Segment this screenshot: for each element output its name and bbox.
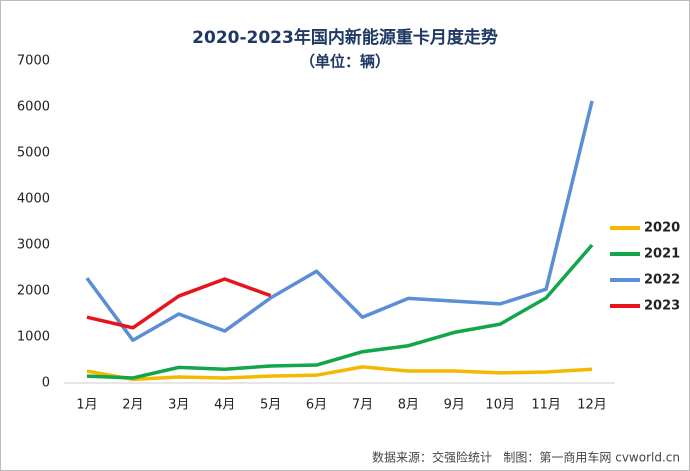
y-tick-label: 7000 bbox=[17, 54, 50, 69]
legend-label: 2021 bbox=[644, 247, 680, 262]
chart-subtitle: （单位：辆） bbox=[300, 53, 390, 71]
x-tick-label: 2月 bbox=[122, 398, 143, 413]
x-tick-label: 9月 bbox=[444, 398, 465, 413]
x-tick-label: 8月 bbox=[398, 398, 419, 413]
y-tick-label: 4000 bbox=[17, 192, 50, 207]
x-tick-label: 3月 bbox=[168, 398, 189, 413]
y-tick-label: 2000 bbox=[17, 284, 50, 299]
y-tick-label: 0 bbox=[42, 376, 50, 391]
legend-label: 2023 bbox=[644, 299, 680, 314]
chart-title: 2020-2023年国内新能源重卡月度走势 bbox=[192, 27, 498, 48]
series-line bbox=[86, 243, 594, 380]
legend-label: 2022 bbox=[644, 273, 680, 288]
y-tick-label: 3000 bbox=[17, 238, 50, 253]
x-tick-label: 7月 bbox=[352, 398, 373, 413]
y-tick-label: 1000 bbox=[17, 330, 50, 345]
series-line bbox=[85, 100, 594, 342]
x-tick-label: 10月 bbox=[485, 398, 515, 413]
x-tick-label: 1月 bbox=[76, 398, 97, 413]
x-tick-label: 5月 bbox=[260, 398, 281, 413]
x-tick-label: 11月 bbox=[531, 398, 561, 413]
source-note: 数据来源：交强险统计 制图：第一商用车网 cvworld.cn bbox=[372, 450, 680, 465]
x-tick-label: 6月 bbox=[306, 398, 327, 413]
series-line bbox=[86, 365, 593, 382]
legend-label: 2020 bbox=[644, 221, 680, 236]
x-tick-label: 12月 bbox=[577, 398, 607, 413]
x-tick-label: 4月 bbox=[214, 398, 235, 413]
y-tick-label: 5000 bbox=[17, 146, 50, 161]
y-tick-label: 6000 bbox=[17, 100, 50, 115]
series-line bbox=[86, 277, 272, 330]
